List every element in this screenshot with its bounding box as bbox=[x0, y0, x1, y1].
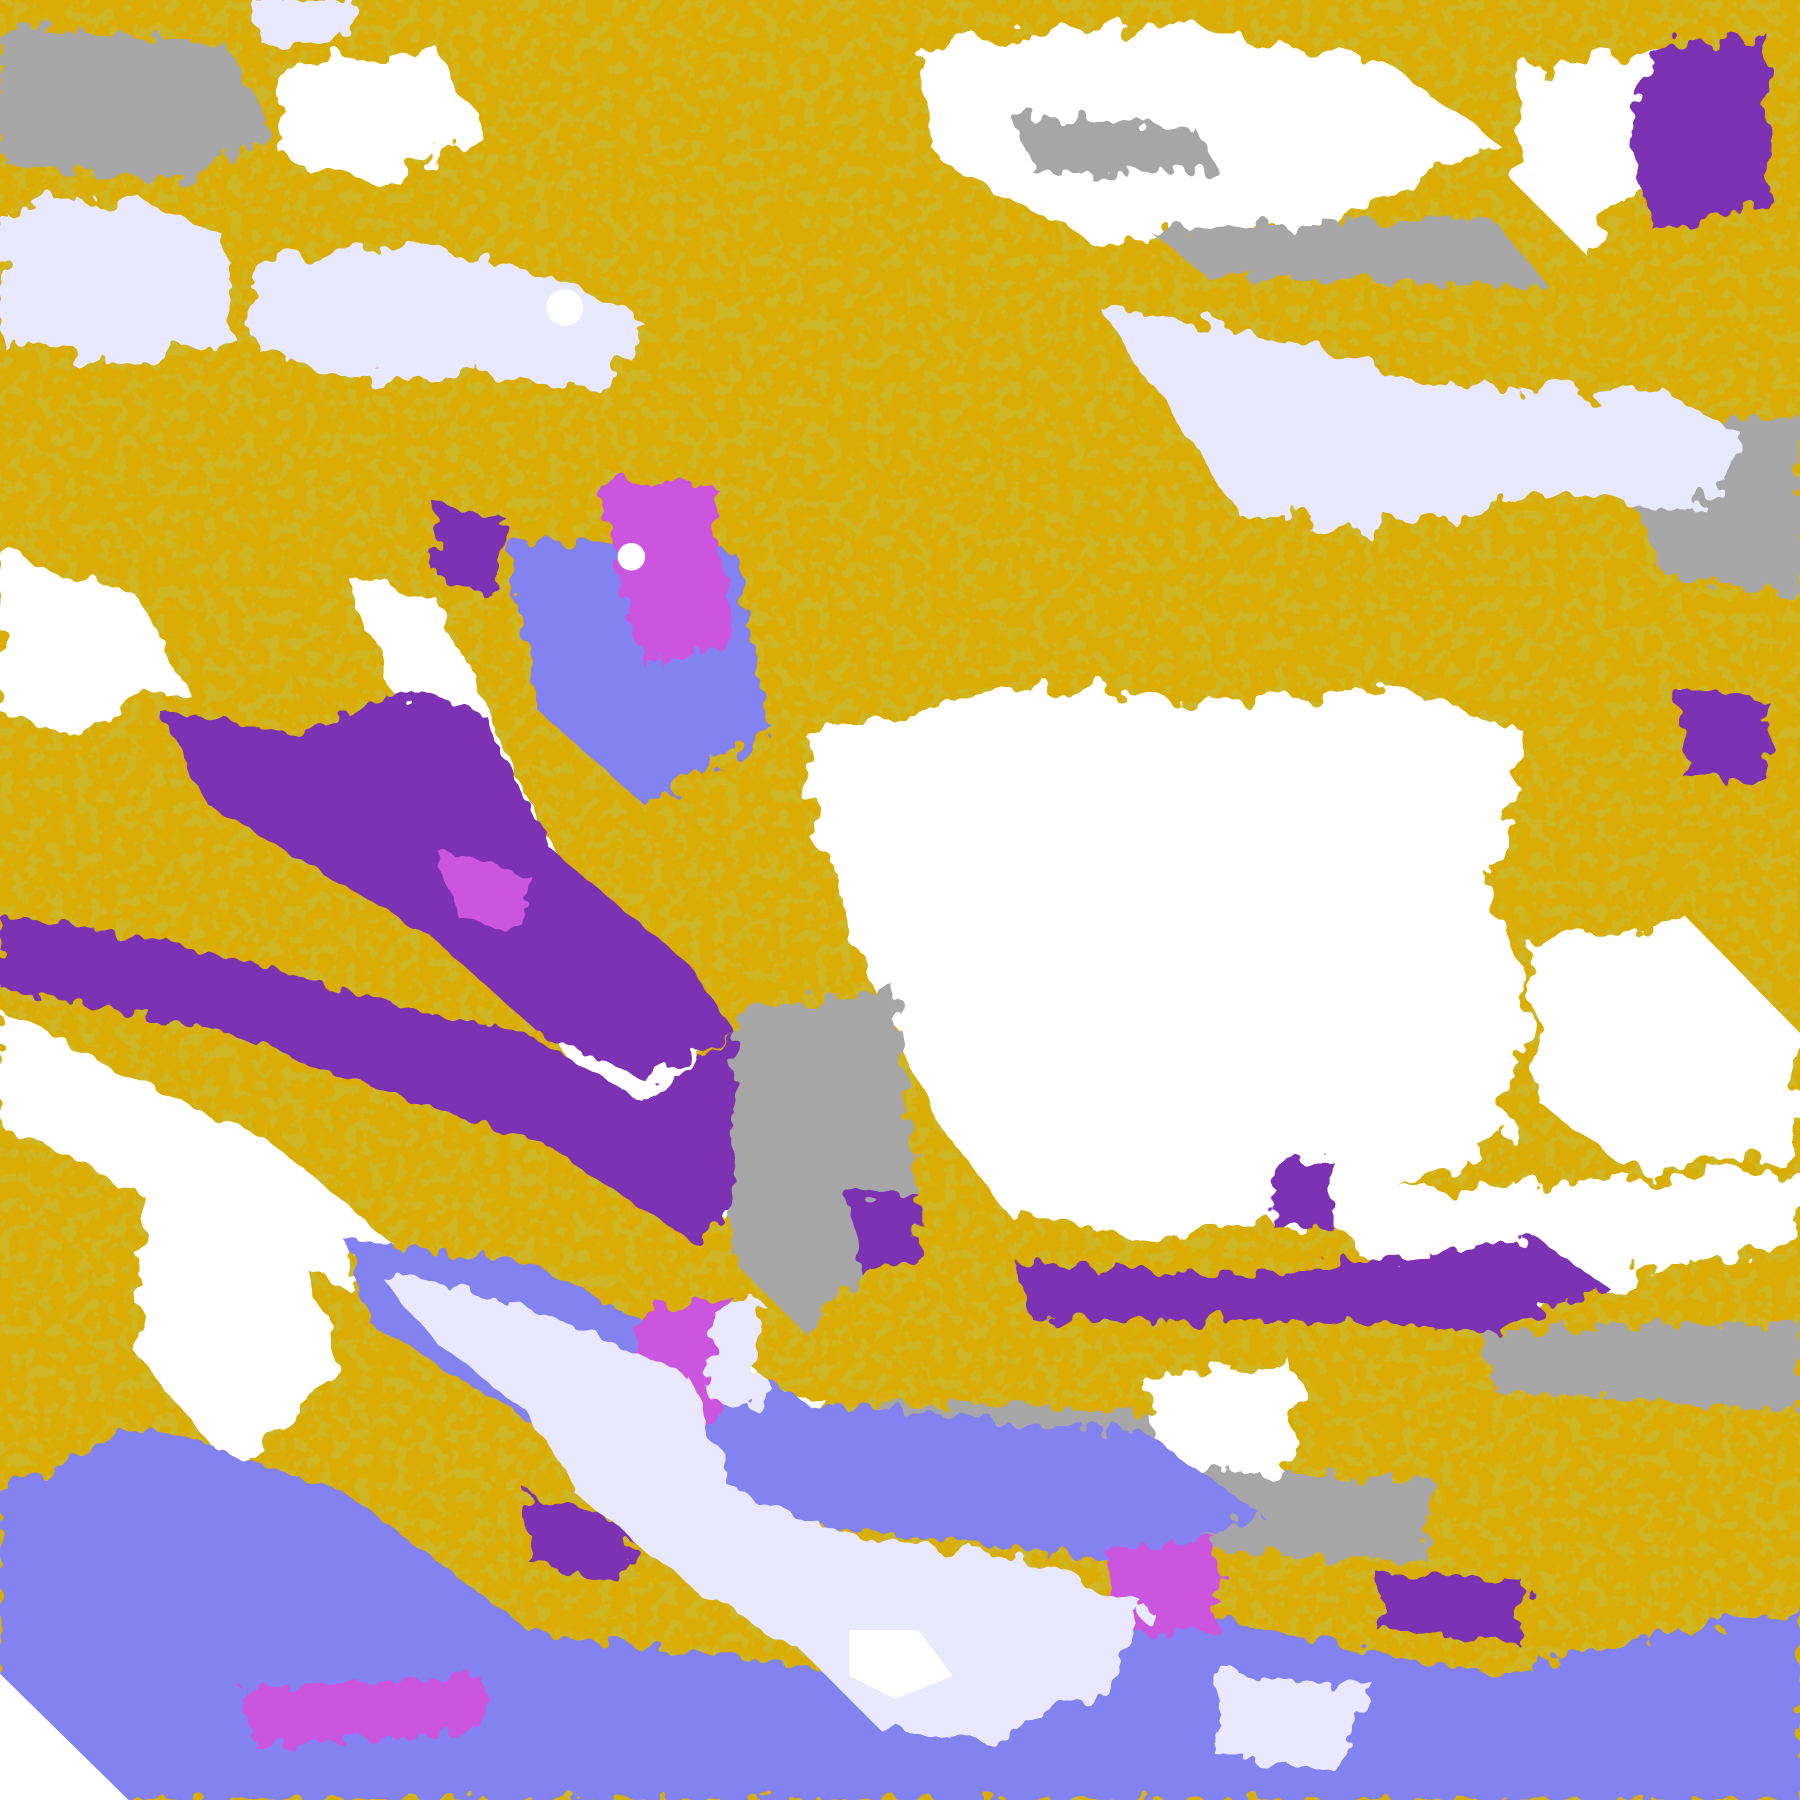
cloud-cores bbox=[546, 289, 953, 1699]
lavender-cloud bbox=[0, 195, 230, 368]
gray-cloud bbox=[1147, 218, 1550, 287]
cloud-core bbox=[546, 289, 584, 327]
gray-cloud bbox=[0, 22, 276, 184]
lavender-cloud bbox=[1102, 309, 1745, 529]
lavender-cloud bbox=[1216, 1676, 1378, 1768]
clear-area bbox=[275, 45, 483, 184]
purple-band bbox=[1630, 34, 1768, 230]
purple-band bbox=[1377, 1572, 1527, 1642]
purple-bands bbox=[0, 34, 1768, 1642]
magenta-cloud bbox=[436, 849, 529, 930]
magenta-cloud bbox=[241, 1676, 483, 1745]
clear-area bbox=[137, 1147, 345, 1470]
clear-area bbox=[803, 688, 1527, 1240]
gray-cloud bbox=[1480, 1320, 1800, 1412]
purple-band bbox=[1010, 1239, 1608, 1332]
lavender-cloud bbox=[378, 1274, 1148, 1745]
cloud-core bbox=[617, 542, 646, 571]
purple-band bbox=[528, 1492, 643, 1585]
clear-area bbox=[918, 22, 1493, 242]
purple-band bbox=[849, 1193, 919, 1275]
clear-area bbox=[0, 1010, 391, 1286]
cloud-core bbox=[849, 1630, 953, 1699]
lavender-cloud bbox=[252, 241, 643, 391]
no-data-corner bbox=[0, 1673, 129, 1800]
clear-area bbox=[1526, 918, 1800, 1171]
blue-cloud bbox=[344, 1239, 1263, 1562]
purple-band bbox=[436, 505, 506, 597]
purple-band bbox=[1676, 688, 1768, 781]
clear-area bbox=[1515, 45, 1665, 253]
lavender-cloud bbox=[252, 0, 356, 46]
purple-band bbox=[160, 688, 735, 1080]
purple-band bbox=[0, 918, 735, 1240]
magenta-cloud bbox=[596, 482, 735, 666]
clear-area bbox=[1147, 1366, 1298, 1493]
gray-cloud bbox=[1010, 114, 1217, 173]
lavender-cloud bbox=[711, 1297, 758, 1412]
lavender-clouds bbox=[0, 0, 1745, 1768]
purple-band bbox=[1274, 1159, 1332, 1229]
